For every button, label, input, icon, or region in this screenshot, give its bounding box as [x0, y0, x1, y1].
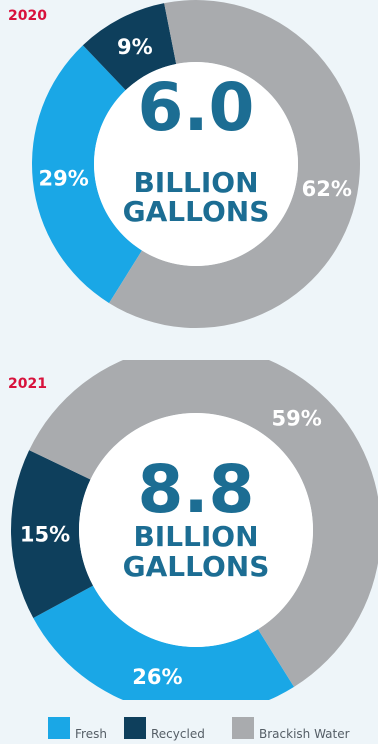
- slice-label-recycled-2021: 15%: [20, 523, 70, 547]
- legend-swatch-recycled: [124, 717, 146, 739]
- legend-swatch-fresh: [48, 717, 70, 739]
- total-unit-line2-2020: GALLONS: [123, 195, 270, 228]
- total-value-2021: 8.8: [138, 451, 255, 528]
- donut-chart-2021: 2021 26% 15% 59% 8.8 BILLION GALLONS: [0, 360, 378, 700]
- legend-label-recycled: Recycled: [151, 727, 205, 741]
- slice-label-brackish-2020: 62%: [302, 177, 352, 201]
- donut-chart-2020: 2020 29% 9% 62% 6.0 BILLION GALLONS: [0, 0, 378, 340]
- legend-label-fresh: Fresh: [75, 727, 107, 741]
- slice-label-fresh-2020: 29%: [39, 166, 89, 190]
- legend-swatch-brackish: [232, 717, 254, 739]
- total-unit-line1-2021: BILLION: [133, 520, 258, 553]
- slice-label-brackish-2021: 59%: [272, 406, 322, 430]
- slice-label-fresh-2021: 26%: [132, 665, 182, 689]
- slice-label-recycled-2020: 9%: [117, 35, 153, 59]
- total-value-2020: 6.0: [138, 69, 255, 146]
- legend-label-brackish: Brackish Water: [259, 727, 350, 741]
- total-unit-line2-2021: GALLONS: [123, 550, 270, 583]
- legend: Fresh Recycled Brackish Water: [0, 715, 378, 741]
